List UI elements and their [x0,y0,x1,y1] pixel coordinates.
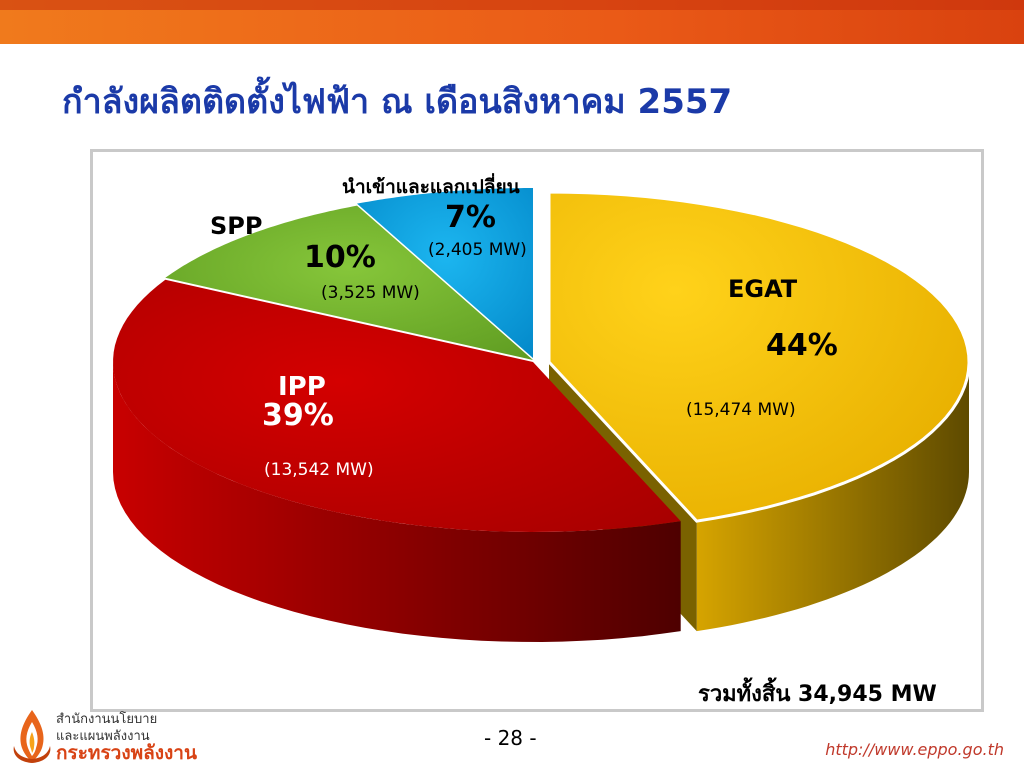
total-label: รวมทั้งสิ้น 34,945 MW [698,682,937,707]
org-name-line2: และแผนพลังงาน [56,729,150,744]
ministry-name: กระทรวงพลังงาน [56,742,197,764]
ipp-slice [113,279,681,532]
spp-slice [165,205,534,360]
egat-percent-label: 44% [766,328,838,363]
ministry-flame-logo-icon [13,710,51,763]
ipp-mw-label: (13,542 MW) [264,460,374,480]
import-slice [357,188,533,358]
ipp-slice-side [113,362,681,642]
import-label: นำเข้าและแลกเปลี่ยน [342,176,520,198]
top-banner [0,0,1024,44]
egat-slice [547,190,971,523]
slide-title: กำลังผลิตติดตั้งไฟฟ้า ณ เดือนสิงหาคม 255… [62,82,733,122]
egat-mw-label: (15,474 MW) [686,400,796,420]
org-name-line1: สำนักงานนโยบาย [56,712,158,727]
spp-label: SPP [210,212,263,240]
spp-mw-label: (3,525 MW) [321,283,420,303]
import-percent-label: 7% [445,200,496,235]
ipp-percent-label: 39% [262,398,334,433]
spp-percent-label: 10% [304,240,376,275]
page-number: - 28 - [484,726,537,750]
egat-slice-side [696,362,969,632]
egat-label: EGAT [728,275,798,303]
ipp-label: IPP [278,372,326,402]
website-link[interactable]: http://www.eppo.go.th [825,740,1004,759]
top-banner-shade [0,0,1024,10]
import-mw-label: (2,405 MW) [428,240,527,260]
